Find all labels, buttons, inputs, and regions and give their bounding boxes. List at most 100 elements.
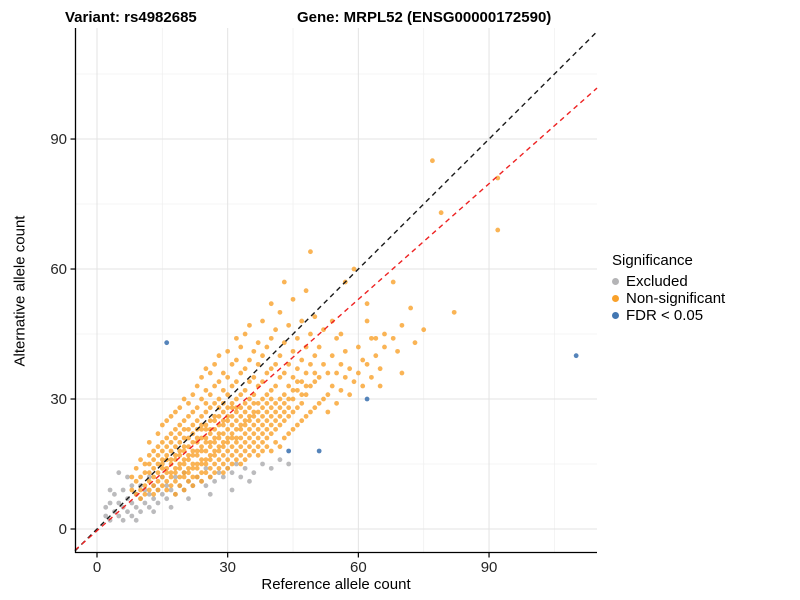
data-point (451, 309, 457, 315)
data-point (238, 426, 244, 432)
data-point (242, 465, 248, 471)
data-point (212, 439, 218, 445)
data-point (199, 435, 204, 441)
data-point (203, 461, 209, 467)
data-point (216, 448, 222, 454)
data-point (225, 392, 231, 398)
y-tick-label: 30 (50, 391, 67, 408)
data-point (203, 422, 209, 428)
data-point (116, 470, 122, 476)
data-point (225, 457, 231, 463)
data-point (142, 500, 148, 506)
legend-item-label: Non-significant (626, 290, 726, 307)
data-point (360, 383, 366, 389)
data-point (177, 474, 183, 480)
data-point (286, 383, 292, 389)
data-point (299, 379, 305, 385)
data-point (177, 405, 183, 411)
data-point (181, 470, 187, 476)
data-point (308, 249, 313, 255)
data-point (251, 409, 257, 415)
data-point (260, 461, 265, 467)
data-point (364, 301, 370, 307)
data-point (264, 418, 270, 424)
data-point (277, 444, 283, 450)
data-point (233, 448, 239, 454)
data-point (408, 305, 414, 311)
data-point (164, 496, 170, 502)
data-point (229, 470, 235, 476)
x-axis-title: Reference allele count (261, 576, 411, 593)
data-point (164, 487, 170, 493)
data-point (164, 435, 170, 441)
data-point (430, 158, 435, 164)
data-point (233, 457, 239, 463)
data-point (103, 513, 109, 519)
data-point (212, 361, 218, 367)
data-point (281, 418, 287, 424)
data-point (177, 422, 183, 428)
data-point (273, 361, 278, 367)
data-point (242, 331, 248, 337)
data-point (260, 318, 265, 324)
data-point (151, 483, 157, 489)
data-point (212, 470, 218, 476)
data-point (364, 361, 370, 367)
data-point (299, 392, 305, 398)
data-point (216, 431, 222, 437)
data-point (286, 396, 292, 402)
data-point (181, 474, 187, 480)
data-point (207, 491, 213, 497)
data-point (294, 379, 300, 385)
data-point (190, 422, 196, 428)
data-point (186, 435, 191, 441)
data-point (220, 409, 226, 415)
data-point (207, 465, 213, 471)
data-point (294, 387, 300, 393)
data-point (273, 400, 278, 406)
data-point (334, 400, 339, 406)
x-tick-label: 60 (350, 559, 367, 576)
data-point (168, 448, 174, 454)
data-point (299, 418, 305, 424)
data-point (133, 517, 139, 523)
data-point (142, 461, 148, 467)
data-point (125, 509, 130, 515)
data-point (238, 405, 244, 411)
data-point (412, 340, 418, 346)
data-point (225, 405, 231, 411)
data-point (155, 500, 161, 506)
legend-item-excluded: Excluded (612, 273, 725, 290)
data-point (277, 309, 283, 315)
data-point (207, 405, 213, 411)
data-point (203, 400, 209, 406)
fit-line (74, 87, 598, 551)
data-point (268, 465, 274, 471)
data-point (225, 374, 231, 380)
data-point (207, 439, 213, 445)
data-point (155, 444, 161, 450)
data-point (220, 444, 226, 450)
data-point (207, 457, 213, 463)
data-point (308, 331, 313, 337)
data-point (247, 426, 252, 432)
data-point (242, 409, 248, 415)
data-point (281, 409, 287, 415)
data-point (199, 413, 204, 419)
data-point (120, 487, 126, 493)
data-point (129, 483, 135, 489)
data-point (251, 439, 257, 445)
data-point (220, 461, 226, 467)
data-point (168, 461, 174, 467)
data-point (229, 422, 235, 428)
data-point (255, 435, 261, 441)
data-point (377, 383, 383, 389)
data-point (338, 361, 344, 367)
data-point (199, 448, 204, 454)
legend-item-non-significant: Non-significant (612, 290, 725, 307)
data-point (238, 474, 244, 480)
data-point (173, 444, 178, 450)
data-point (238, 444, 244, 450)
data-point (155, 461, 161, 467)
data-point (264, 435, 270, 441)
